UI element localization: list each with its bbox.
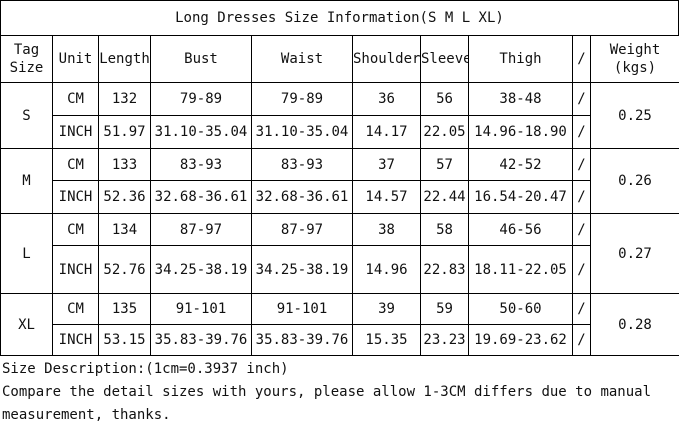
table-row: L CM 134 87-97 87-97 38 58 46-56/0.27 [0,213,679,294]
header-cell: Length [98,35,151,83]
data-cell: 14.17 [352,115,421,149]
data-cell: 19.69-23.62 [468,324,573,356]
notes: Size Description:(1cm=0.3937 inch) Compar… [0,356,679,427]
data-cell: 22.44 [420,180,469,214]
data-cell: 135 [98,293,151,325]
data-cell: / [572,293,591,325]
data-cell: CM [52,293,99,325]
data-cell: / [572,245,591,294]
data-cell: 14.57 [352,180,421,214]
data-cell: 35.83-39.76 [251,324,353,356]
data-cell: CM [52,213,99,246]
header-cell: Shoulder [352,35,421,83]
data-cell: 14.96-18.90 [468,115,573,149]
data-cell: 31.10-35.04 [251,115,353,149]
data-cell: 83-93 [150,148,252,181]
data-cell: 83-93 [251,148,353,181]
size-table: Tag Size Unit Length Bust Waist Shoulder Sleev… [0,35,679,356]
data-cell: 32.68-36.61 [251,180,353,214]
data-cell: 133 [98,148,151,181]
data-cell: 91-101 [251,293,353,325]
weight-cell: 0.27 [590,213,679,294]
size-cell: M [0,148,53,214]
data-cell: 34.25-38.19 [150,245,252,294]
data-cell: 16.54-20.47 [468,180,573,214]
header-cell: Weight (kgs) [590,35,679,83]
header-cell: Thigh [468,35,573,83]
data-cell: 134 [98,213,151,246]
data-cell: 58 [420,213,469,246]
data-cell: 34.25-38.19 [251,245,353,294]
title: Long Dresses Size Information(S M L XL) [0,0,679,35]
data-cell: 56 [420,82,469,116]
size-cell: S [0,82,53,149]
header-cell: Unit [52,35,99,83]
data-cell: 52.36 [98,180,151,214]
weight-cell: 0.26 [590,148,679,214]
data-cell: / [572,148,591,181]
header-row: Tag Size Unit Length Bust Waist Shoulder Sleev… [0,35,679,83]
data-cell: 22.83 [420,245,469,294]
data-cell: 57 [420,148,469,181]
data-cell: 36 [352,82,421,116]
table-row: S CM 132 79-89 79-89 36 56 38-48/0.25 [0,82,679,149]
data-cell: / [572,115,591,149]
data-cell: / [572,324,591,356]
data-cell: 37 [352,148,421,181]
data-cell: 53.15 [98,324,151,356]
data-cell: 132 [98,82,151,116]
data-cell: 14.96 [352,245,421,294]
header-cell: / [572,35,591,83]
table-row: INCH 51.97 31.10-35.04 31.10-35.04 14.17 22.0… [1,115,679,149]
data-cell: INCH [52,180,99,214]
data-cell: CM [52,82,99,116]
data-cell: 15.35 [352,324,421,356]
header-cell: Sleeve [420,35,469,83]
data-cell: 42-52 [468,148,573,181]
data-cell: 46-56 [468,213,573,246]
data-cell: / [572,180,591,214]
data-cell: 22.05 [420,115,469,149]
table-body: S CM 132 79-89 79-89 36 56 38-48/0.25 INCH 51.97 3… [0,82,679,356]
data-cell: 50-60 [468,293,573,325]
data-cell: 51.97 [98,115,151,149]
header-cell: Bust [150,35,252,83]
size-cell: L [0,213,53,294]
table-row: INCH 52.76 34.25-38.19 34.25-38.19 14.96 22.8… [1,245,679,294]
data-cell: 91-101 [150,293,252,325]
data-cell: 31.10-35.04 [150,115,252,149]
data-cell: 39 [352,293,421,325]
data-cell: 87-97 [251,213,353,246]
table-row: INCH 52.36 32.68-36.61 32.68-36.61 14.57 22.4… [1,180,679,214]
table-row: INCH 53.15 35.83-39.76 35.83-39.76 15.35 23.2… [1,324,679,356]
data-cell: 35.83-39.76 [150,324,252,356]
data-cell: 32.68-36.61 [150,180,252,214]
note-line: Compare the detail sizes with yours, ple… [2,384,652,423]
data-cell: INCH [52,245,99,294]
data-cell: 23.23 [420,324,469,356]
data-cell: 87-97 [150,213,252,246]
header-cell: Waist [251,35,353,83]
table-row: XL CM 135 91-101 91-101 39 59 50-60/0.28 [0,293,679,356]
data-cell: INCH [52,115,99,149]
data-cell: 79-89 [150,82,252,116]
data-cell: CM [52,148,99,181]
data-cell: 52.76 [98,245,151,294]
data-cell: 38 [352,213,421,246]
weight-cell: 0.28 [590,293,679,356]
data-cell: / [572,213,591,246]
note-line: Size Description:(1cm=0.3937 inch) [2,361,289,377]
data-cell: 38-48 [468,82,573,116]
size-cell: XL [0,293,53,356]
table-row: M CM 133 83-93 83-93 37 57 42-52/0.26 [0,148,679,214]
weight-cell: 0.25 [590,82,679,149]
data-cell: INCH [52,324,99,356]
data-cell: 59 [420,293,469,325]
data-cell: / [572,82,591,116]
data-cell: 79-89 [251,82,353,116]
data-cell: 18.11-22.05 [468,245,573,294]
header-cell: Tag Size [0,35,53,83]
